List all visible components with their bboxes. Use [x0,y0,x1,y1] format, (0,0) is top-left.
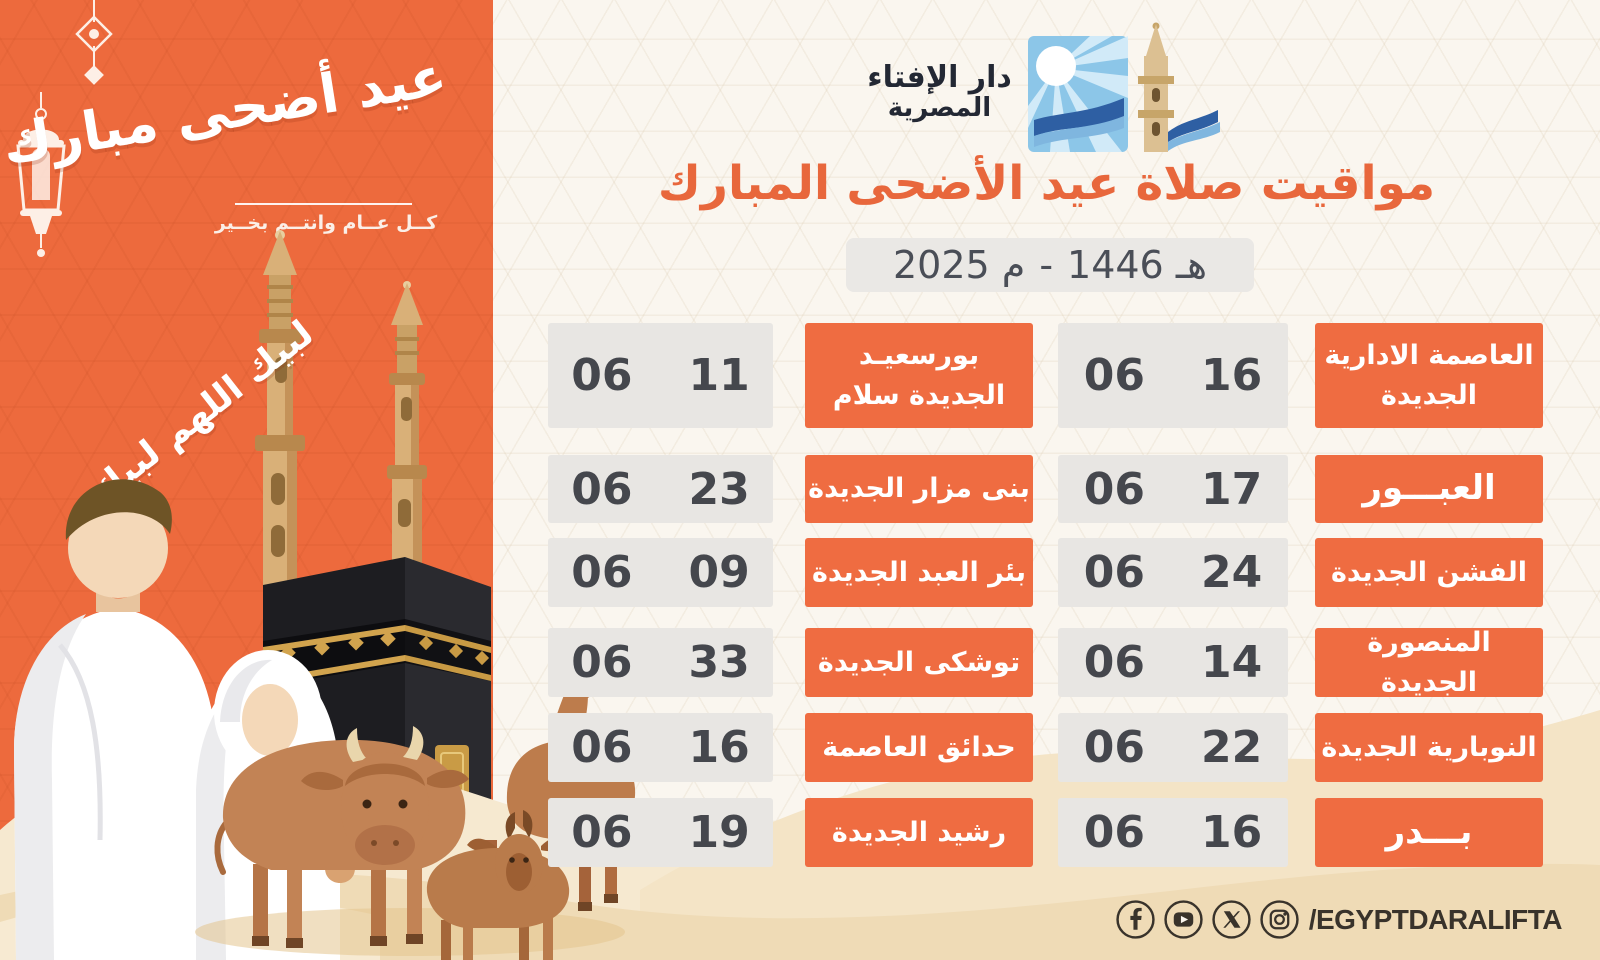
prayer-time: 06 24 [1058,538,1288,607]
prayer-time: 06 17 [1058,455,1288,523]
prayer-time: 06 22 [1058,713,1288,782]
prayer-time: 06 33 [548,628,773,697]
hour-value: 06 [1083,547,1145,598]
minute-value: 17 [1201,463,1263,515]
minute-value: 16 [688,722,750,773]
prayer-time: 06 16 [1058,798,1288,867]
year-badge: 2025 م - 1446 هـ [846,238,1254,292]
prayer-time: 06 14 [1058,628,1288,697]
dar-al-iftaa-logo: دار الإفتاء المصرية [493,22,1600,162]
year-gregorian: 2025 م [892,243,1026,287]
facebook-icon[interactable] [1115,899,1156,940]
hour-value: 06 [1083,722,1145,773]
minute-value: 09 [688,547,750,598]
social-bar: /EGYPTDARALIFTA [1115,899,1563,940]
hour-value: 06 [1083,807,1145,858]
hanging-ornament-icon [75,0,113,85]
minute-value: 16 [1201,350,1263,401]
social-handle: /EGYPTDARALIFTA [1308,903,1563,935]
hour-value: 06 [571,547,633,598]
org-name-line2: المصرية [887,93,992,124]
hour-value: 06 [571,350,633,401]
city-label: بورسعيـد الجديدة سلام [805,323,1033,428]
hour-value: 06 [1083,637,1145,688]
prayer-time: 06 16 [548,713,773,782]
hour-value: 06 [1083,463,1145,515]
city-label: بنى مزار الجديدة [805,455,1033,523]
hour-value: 06 [571,807,633,858]
lantern-icon [16,92,66,257]
prayer-time: 06 23 [548,455,773,523]
year-hijri: 1446 هـ [1067,243,1207,287]
minute-value: 22 [1201,722,1263,773]
city-label: العبـــور [1315,455,1543,523]
prayer-time: 06 16 [1058,323,1288,428]
prayer-time: 06 09 [548,538,773,607]
prayer-time: 06 11 [548,323,773,428]
minute-value: 14 [1201,637,1263,688]
org-name: دار الإفتاء المصرية [867,61,1012,124]
minute-value: 33 [688,637,750,688]
x-icon[interactable] [1211,899,1252,940]
city-label: المنصورة الجديدة [1315,627,1543,698]
prayer-time: 06 19 [548,798,773,867]
hour-value: 06 [571,463,633,515]
sun-book-minaret-logo-icon [1027,22,1220,152]
minute-value: 19 [688,807,750,858]
city-label: بـــدر [1315,798,1543,867]
hour-value: 06 [1083,350,1145,401]
minute-value: 16 [1201,807,1263,858]
hour-value: 06 [571,722,633,773]
youtube-icon[interactable] [1163,899,1204,940]
wish-text: كــل عــام وانتــم بخــير [214,212,438,234]
divider-line [235,203,412,205]
city-label: النوبارية الجديدة [1315,713,1543,782]
minute-value: 11 [688,350,750,401]
city-label: الفشن الجديدة [1315,538,1543,607]
instagram-icon[interactable] [1259,899,1300,940]
hour-value: 06 [571,637,633,688]
city-label: توشكى الجديدة [805,628,1033,697]
minute-value: 23 [688,463,750,515]
city-label: رشيد الجديدة [805,798,1033,867]
city-label: حدائق العاصمة [805,713,1033,782]
page-title: مواقيت صلاة عيد الأضحى المبارك [657,156,1436,211]
eid-greeting-calligraphy: عيد أضحى مبارك [0,44,451,177]
org-name-line1: دار الإفتاء [867,59,1012,95]
city-label: العاصمة الادارية الجديدة [1315,323,1543,428]
minute-value: 24 [1201,547,1263,598]
year-separator: - [1039,243,1054,287]
city-label: بئر العبد الجديدة [805,538,1033,607]
